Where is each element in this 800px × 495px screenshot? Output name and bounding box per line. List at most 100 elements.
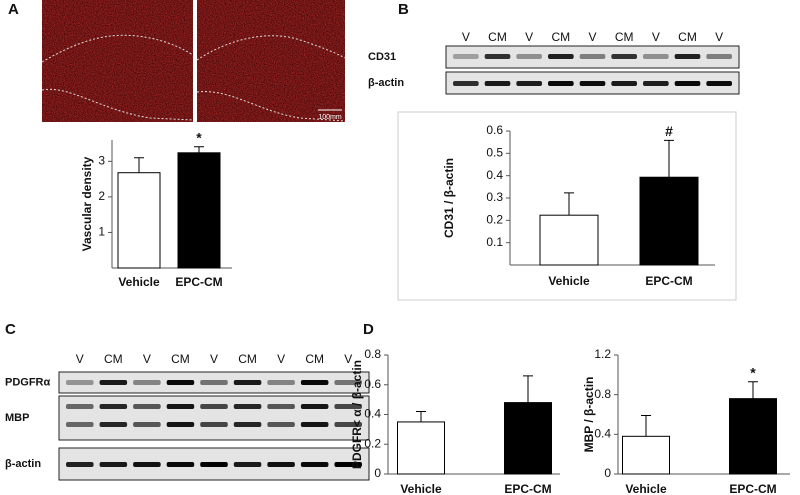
blot-band <box>200 422 228 427</box>
blot-band <box>484 81 511 86</box>
micrograph-texture <box>197 0 345 122</box>
panel-label: B <box>398 1 409 18</box>
boundary <box>41 34 194 63</box>
blot-band <box>66 404 94 409</box>
blot-band <box>233 422 262 427</box>
blot-band <box>99 404 128 409</box>
blot-band <box>66 422 94 427</box>
bar <box>539 214 599 266</box>
row-label: MBP <box>5 412 29 424</box>
y-tick-label: 0.4 <box>594 427 611 441</box>
panel-frame <box>397 111 737 301</box>
bar <box>117 172 161 269</box>
blot-band <box>300 422 329 427</box>
y-tick-label: 0.8 <box>594 387 611 401</box>
blot-band <box>300 462 329 467</box>
row-label: β-actin <box>368 77 404 89</box>
lane-label: CM <box>615 30 634 44</box>
y-tick-label: 0.3 <box>486 190 503 204</box>
y-tick-label: 0.6 <box>486 123 503 137</box>
panel-label: A <box>8 1 19 18</box>
blot-band <box>267 422 295 427</box>
blot-band <box>267 462 295 467</box>
blot-band <box>300 404 329 409</box>
blot-band <box>643 81 669 86</box>
y-axis-label: PDGFR< α / β-actin <box>350 360 364 469</box>
blot-band <box>579 81 606 86</box>
blot-band <box>233 380 262 385</box>
error-bar <box>194 146 204 153</box>
bar <box>177 152 221 269</box>
y-axis-label: Vascular density <box>80 156 94 251</box>
blot-band <box>579 54 606 59</box>
lane-label: V <box>588 30 596 44</box>
x-tick-label: EPC-CM <box>729 482 776 495</box>
x-tick-label: EPC-CM <box>175 275 222 289</box>
y-axis-label: MBP / β-actin <box>582 377 596 453</box>
blot-band <box>334 380 362 385</box>
y-tick-label: 0.8 <box>364 347 381 361</box>
y-tick-label: 0.4 <box>364 407 381 421</box>
error-bar <box>641 414 651 437</box>
blot-band <box>516 54 542 59</box>
lane-label: V <box>277 352 285 366</box>
y-tick-label: 3 <box>98 154 105 168</box>
blot-band <box>99 462 128 467</box>
blot-band <box>643 54 669 59</box>
blot-strip <box>445 45 740 69</box>
lane-label: V <box>462 30 470 44</box>
lane-label: V <box>715 30 723 44</box>
blot-band <box>133 404 161 409</box>
y-tick-label: 0.2 <box>486 213 503 227</box>
annotation: * <box>750 364 756 380</box>
bar <box>639 176 699 266</box>
blot-band <box>200 462 228 467</box>
blot-band <box>267 380 295 385</box>
y-tick-label: 0.5 <box>486 146 503 160</box>
y-tick-label: 1.2 <box>594 347 611 361</box>
blot-band <box>166 422 195 427</box>
error-bar <box>664 139 674 178</box>
blot-band <box>267 404 295 409</box>
blot-band <box>706 81 732 86</box>
x-tick-label: Vehicle <box>625 482 667 495</box>
blot-band <box>133 380 161 385</box>
blot-band <box>516 81 542 86</box>
blot-band <box>548 81 574 86</box>
bar <box>729 398 777 475</box>
scale-label: 100mm <box>318 114 342 121</box>
lane-label: CM <box>104 352 123 366</box>
blot-band <box>674 54 701 59</box>
lane-label: V <box>76 352 84 366</box>
lane-label: CM <box>678 30 697 44</box>
blot-band <box>133 422 161 427</box>
blot-band <box>706 54 732 59</box>
lane-label: V <box>652 30 660 44</box>
blot-band <box>166 404 195 409</box>
row-label: PDGFRα <box>5 376 51 388</box>
y-tick-label: 2 <box>98 189 105 203</box>
blot-band <box>334 462 362 467</box>
lane-label: V <box>525 30 533 44</box>
x-tick-label: EPC-CM <box>504 482 551 495</box>
blot-band <box>66 462 94 467</box>
micrographs: 100mm <box>41 0 346 122</box>
blot-band <box>548 54 574 59</box>
blot-band <box>611 54 637 59</box>
annotation: # <box>665 123 673 139</box>
lane-label: CM <box>238 352 257 366</box>
micrograph-texture <box>42 0 193 122</box>
blot-strip <box>58 371 370 394</box>
y-tick-label: 0.1 <box>486 235 503 249</box>
row-label: β-actin <box>5 458 41 470</box>
blot-band <box>334 422 362 427</box>
panel-label: D <box>363 321 374 338</box>
blot-band <box>674 81 701 86</box>
annotation: * <box>196 129 202 145</box>
blot-band <box>200 380 228 385</box>
blot-band <box>66 380 94 385</box>
blot-band <box>99 422 128 427</box>
blot-band <box>99 380 128 385</box>
x-tick-label: Vehicle <box>400 482 442 495</box>
